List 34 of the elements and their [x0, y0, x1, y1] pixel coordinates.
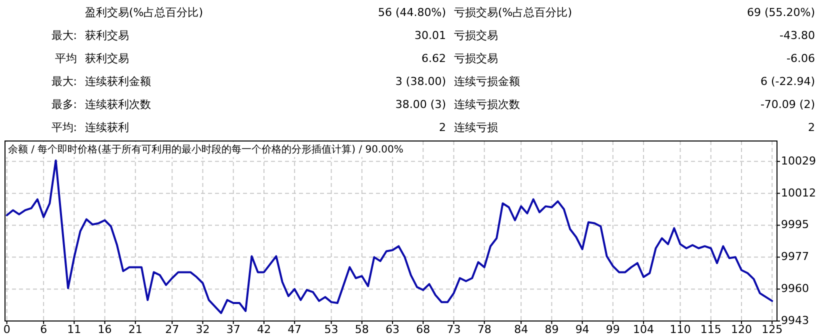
x-tick-label: 99 [606, 323, 620, 335]
x-tick-label: 84 [514, 323, 528, 335]
x-tick-label: 0 [3, 323, 10, 335]
x-tick-label: 11 [67, 323, 82, 335]
x-tick-label: 115 [700, 323, 722, 335]
x-tick-label: 89 [544, 323, 559, 335]
x-tick-label: 47 [288, 323, 302, 335]
chart-title: 余额 / 每个即时价格(基于所有可利用的最小时段的每一个价格的分形插值计算) / 90.00% [8, 144, 404, 156]
x-tick-label: 125 [762, 323, 783, 335]
x-tick-label: 63 [386, 323, 400, 335]
x-tick-label: 6 [40, 323, 48, 335]
x-tick-label: 27 [165, 323, 180, 335]
x-tick-label: 104 [633, 323, 654, 335]
x-tick-label: 68 [416, 323, 430, 335]
y-tick-label: 9995 [781, 218, 809, 232]
x-tick-label: 58 [354, 323, 369, 335]
line-series [6, 159, 774, 314]
x-tick-label: 37 [226, 323, 240, 335]
x-tick-label: 73 [446, 323, 461, 335]
y-tick-label: 9977 [781, 250, 809, 264]
x-tick-label: 94 [575, 323, 590, 335]
x-tick-label: 32 [196, 323, 210, 335]
x-tick-label: 110 [670, 323, 691, 335]
x-tick-label: 42 [256, 323, 271, 335]
y-tick-label: 10012 [781, 186, 816, 200]
y-tick-label: 9943 [781, 314, 809, 328]
y-tick-label: 10029 [781, 154, 816, 168]
y-tick-label: 9960 [781, 282, 809, 296]
x-tick-label: 16 [98, 323, 112, 335]
x-tick-label: 21 [128, 323, 142, 335]
x-tick-label: 53 [324, 323, 338, 335]
x-tick-label: 78 [477, 323, 492, 335]
x-tick-label: 120 [730, 323, 752, 335]
stats-table: 盈利交易(%占总百分比) 56 (44.80%) 亏损交易(%占总百分比) 69 (55.20%) 最大: 获利交易 30.01 亏损交易 -43.80 平均 获利交易 6.62 亏损交易 -6.06 最大: 连续获利金额 3 (38.00) 连续亏损金额 6 (-22.94) 最多: 连续获利次数 38.00 (3) 连续亏损次数 -70.09 (2) 平均: 连续获利 2 连续亏损 2 [51, 6, 815, 134]
